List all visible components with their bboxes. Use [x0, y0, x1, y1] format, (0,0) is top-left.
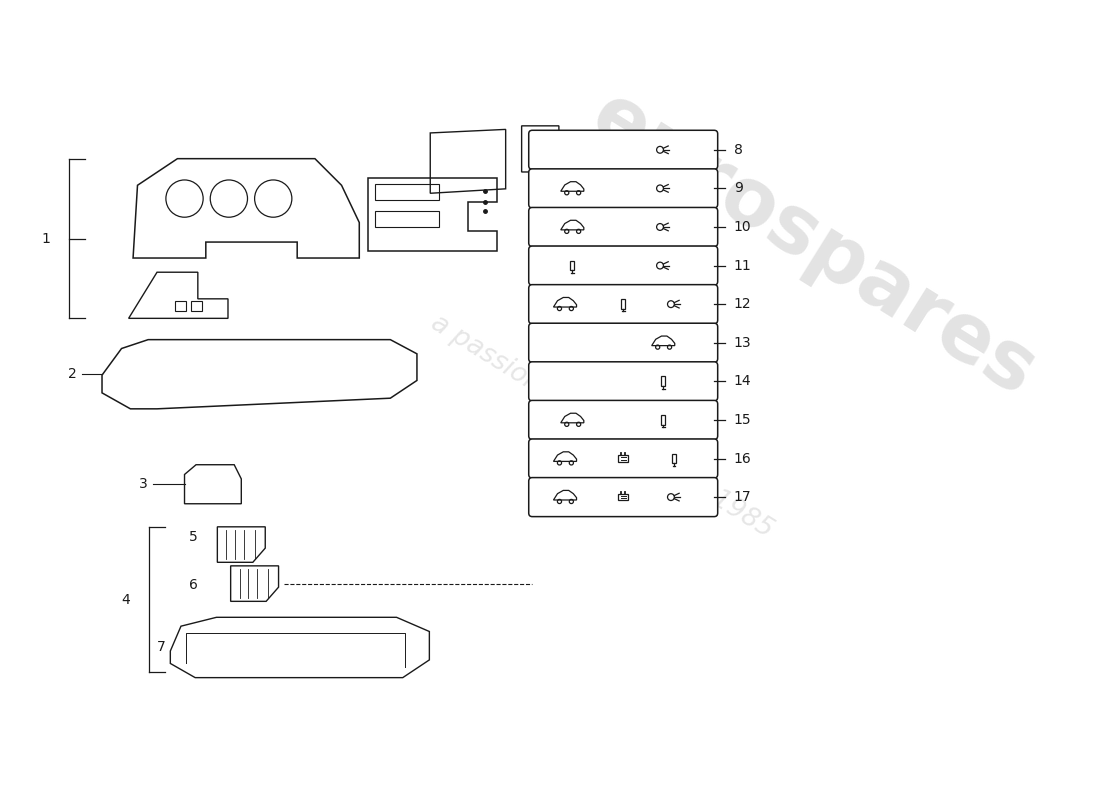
Text: 1: 1 [42, 231, 51, 246]
FancyBboxPatch shape [529, 478, 717, 517]
Text: 5: 5 [189, 530, 198, 545]
FancyBboxPatch shape [529, 246, 717, 285]
FancyBboxPatch shape [529, 130, 717, 170]
Text: 12: 12 [734, 297, 751, 311]
Text: 10: 10 [734, 220, 751, 234]
FancyBboxPatch shape [529, 323, 717, 362]
FancyBboxPatch shape [529, 169, 717, 208]
FancyBboxPatch shape [529, 207, 717, 246]
Bar [175, 301, 186, 311]
Text: 14: 14 [734, 374, 751, 388]
Text: 7: 7 [157, 641, 166, 654]
Text: 11: 11 [734, 258, 751, 273]
Bar [375, 211, 439, 227]
Text: 4: 4 [122, 593, 130, 606]
FancyBboxPatch shape [529, 439, 717, 478]
Text: 16: 16 [734, 451, 751, 466]
Text: a passion for parts since 1985: a passion for parts since 1985 [426, 310, 778, 543]
Text: eurospares: eurospares [576, 76, 1050, 413]
Text: 9: 9 [734, 182, 742, 195]
FancyBboxPatch shape [529, 401, 717, 439]
Bar [375, 184, 439, 200]
Text: 3: 3 [140, 478, 148, 491]
Text: 17: 17 [734, 490, 751, 504]
Text: 15: 15 [734, 413, 751, 427]
Text: 2: 2 [68, 367, 77, 382]
FancyBboxPatch shape [529, 285, 717, 324]
FancyBboxPatch shape [529, 362, 717, 401]
Text: 6: 6 [189, 578, 198, 592]
Text: 8: 8 [734, 142, 742, 157]
Text: 13: 13 [734, 336, 751, 350]
Bar [190, 301, 202, 311]
